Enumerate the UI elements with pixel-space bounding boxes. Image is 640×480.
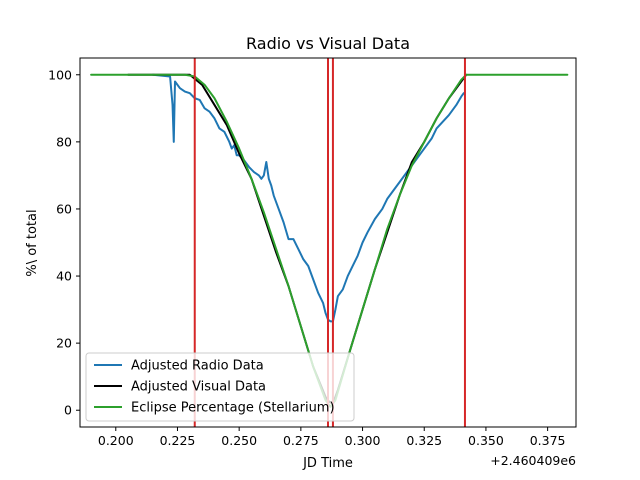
x-axis-label: JD Time xyxy=(302,456,353,471)
y-tick-label: 100 xyxy=(48,67,72,82)
axes-frame xyxy=(79,57,577,428)
x-axis-offset-label: +2.460409e6 xyxy=(490,453,576,468)
x-tick-label: 0.225 xyxy=(160,433,196,448)
legend-label-3: Eclipse Percentage (Stellarium) xyxy=(131,401,335,416)
x-tick-label: 0.200 xyxy=(98,433,134,448)
legend: Adjusted Radio Data Adjusted Visual Data E… xyxy=(85,352,355,422)
legend-label-1: Adjusted Radio Data xyxy=(131,359,264,374)
y-axis-label: %\ of total xyxy=(25,209,40,276)
y-tick-label: 20 xyxy=(56,336,72,351)
y-tick-label: 40 xyxy=(56,269,72,284)
y-tick-label: 0 xyxy=(64,403,72,418)
x-tick-label: 0.325 xyxy=(406,433,442,448)
legend-label-2: Adjusted Visual Data xyxy=(131,380,266,395)
x-tick-label: 0.250 xyxy=(221,433,257,448)
legend-box xyxy=(85,352,355,422)
chart-title: Radio vs Visual Data xyxy=(246,34,410,53)
series-line-1 xyxy=(151,73,465,323)
x-tick-label: 0.300 xyxy=(345,433,381,448)
y-tick-label: 80 xyxy=(56,134,72,149)
y-tick-label: 60 xyxy=(56,201,72,216)
x-tick-label: 0.350 xyxy=(468,433,504,448)
x-tick-label: 0.275 xyxy=(283,433,319,448)
x-tick-label: 0.375 xyxy=(530,433,566,448)
